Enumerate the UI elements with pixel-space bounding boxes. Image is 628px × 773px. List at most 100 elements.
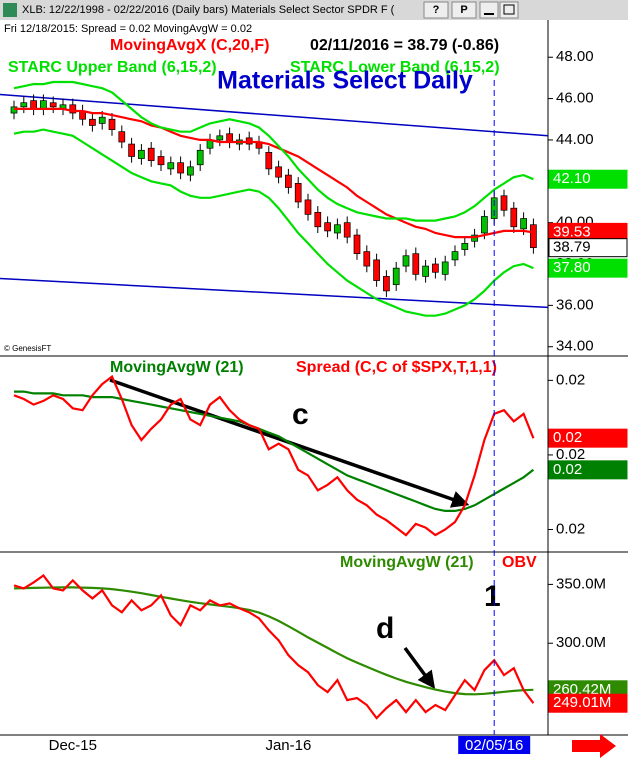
- candle-body: [226, 133, 233, 143]
- candle-body: [324, 222, 331, 232]
- print-label[interactable]: P: [460, 4, 467, 16]
- candle-body: [216, 135, 224, 141]
- candle-body: [441, 261, 449, 275]
- candle-body: [138, 149, 145, 159]
- annotation: d: [376, 612, 394, 645]
- last-value-label: 260.42M: [553, 681, 611, 698]
- event-label-box: [458, 736, 531, 754]
- candle-body: [461, 242, 469, 250]
- last-value-label: 37.80: [553, 259, 591, 276]
- y-tick-label: 0.02: [556, 371, 585, 388]
- x-tick-label: Dec-15: [49, 737, 97, 754]
- chart-title: Materials Select Daily: [217, 67, 473, 95]
- candle-body: [500, 195, 508, 211]
- last-value-label: 0.02: [553, 429, 582, 446]
- readout: 02/11/2016 = 38.79 (-0.86): [310, 37, 499, 54]
- y-tick-label: 48.00: [556, 48, 594, 65]
- candle-body: [69, 104, 77, 114]
- candle-body: [530, 224, 537, 249]
- candle-body: [383, 276, 390, 292]
- candle-body: [490, 197, 498, 219]
- plot-area: [13, 573, 535, 720]
- last-value-box: [548, 258, 628, 278]
- candle-body: [432, 263, 439, 273]
- help-label[interactable]: ?: [433, 4, 440, 16]
- last-value-label: 39.53: [553, 223, 591, 240]
- y-tick-label: 300.0M: [556, 634, 606, 651]
- last-value-box: [548, 428, 628, 448]
- print-button[interactable]: [451, 1, 477, 19]
- legend-entry: STARC Lower Band (6,15,2): [290, 59, 500, 76]
- status-line: Fri 12/18/2015: Spread = 0.02 MovingAvgW…: [4, 23, 252, 35]
- x-tick-label: Jan-16: [265, 737, 311, 754]
- trend-line: [0, 93, 548, 137]
- candle-body: [108, 118, 116, 130]
- y-tick-label: 350.0M: [556, 575, 606, 592]
- candle-body: [187, 166, 194, 176]
- candle-body: [20, 102, 28, 108]
- candle-body: [275, 166, 282, 178]
- window-title: XLB: 12/22/1998 - 02/22/2016 (Daily bars…: [22, 4, 395, 16]
- y-tick-label: 0.02: [556, 446, 585, 463]
- y-tick-label: 46.00: [556, 90, 594, 107]
- maximize-icon: [503, 4, 515, 15]
- last-value-label: 42.10: [553, 170, 591, 187]
- candle-body: [363, 251, 371, 267]
- candle-body: [392, 267, 400, 286]
- y-tick-label: 36.00: [556, 296, 594, 313]
- candle-body: [353, 234, 361, 255]
- scroll-right-arrow[interactable]: [572, 734, 616, 758]
- series-line: [13, 374, 535, 537]
- trend-line: [0, 277, 548, 309]
- annotation: c: [292, 398, 309, 431]
- candle-body: [422, 265, 429, 277]
- candle-body: [89, 118, 96, 126]
- candle-body: [412, 253, 420, 275]
- plot-area: [13, 374, 535, 537]
- legend-entry: MovingAvgX (C,20,F): [110, 37, 269, 54]
- help-button[interactable]: [423, 1, 449, 19]
- maximize-button[interactable]: [499, 1, 519, 19]
- legend-entry: Spread (C,C of $SPX,T,1,1): [296, 359, 497, 376]
- candle-body: [167, 162, 175, 170]
- candle-body: [343, 222, 351, 238]
- legend-entry: MovingAvgW (21): [110, 359, 244, 376]
- series-line: [14, 107, 534, 239]
- candle-body: [265, 151, 273, 170]
- candle-body: [177, 162, 184, 174]
- candle-body: [334, 224, 341, 234]
- y-tick-label: 44.00: [556, 131, 594, 148]
- last-value-box: [548, 238, 628, 258]
- candle-body: [30, 100, 37, 110]
- window-buttons: ? P: [423, 1, 519, 19]
- candle-body: [373, 259, 380, 281]
- candle-body: [40, 100, 47, 110]
- candle-body: [294, 183, 302, 203]
- candle-body: [481, 216, 488, 234]
- plot-area: [0, 80, 548, 317]
- candle-body: [118, 131, 126, 143]
- candle-body: [451, 251, 459, 261]
- last-value-label: 0.02: [553, 461, 582, 478]
- last-value-box: [548, 169, 628, 189]
- candle-body: [304, 199, 312, 215]
- series-line: [13, 586, 534, 696]
- series-line: [14, 390, 535, 512]
- candle-body: [402, 255, 410, 267]
- minimize-button[interactable]: [479, 1, 499, 19]
- legend-entry: STARC Upper Band (6,15,2): [8, 59, 217, 76]
- legend-entry: MovingAvgW (21): [340, 554, 474, 571]
- x-tick-label: 02/05/16: [465, 737, 523, 754]
- candle-body: [49, 102, 57, 108]
- legend-entry: OBV: [502, 554, 537, 571]
- watermark: © GenesisFT: [4, 344, 51, 353]
- series-line: [13, 573, 535, 720]
- candle-body: [314, 211, 322, 228]
- candle-body: [128, 143, 135, 157]
- series-line: [13, 128, 534, 317]
- candle-body: [196, 149, 204, 166]
- last-value-box: [548, 460, 628, 480]
- last-value-box: [548, 693, 628, 713]
